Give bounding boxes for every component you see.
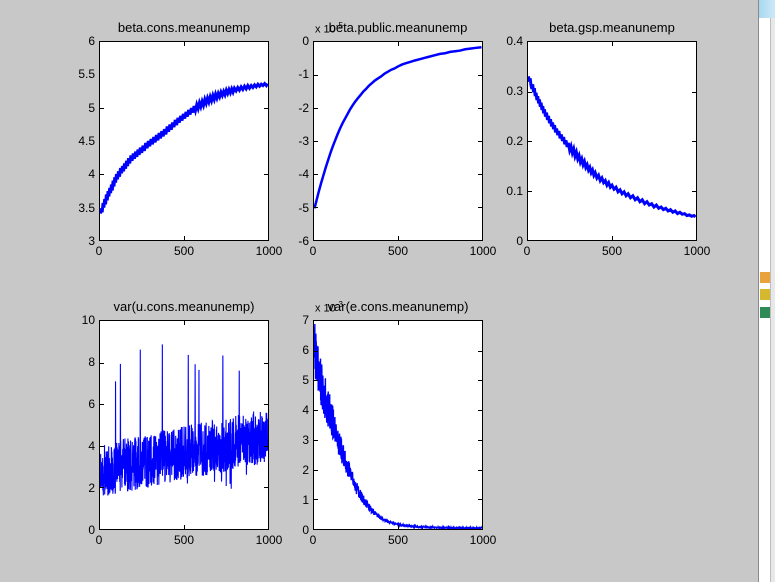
y-tick-label: 6 — [88, 397, 95, 411]
plot-beta-cons-meanunemp: beta.cons.meanunemp 6 5.5 5 4.5 4 3.5 3 … — [78, 20, 282, 258]
x-tick-label: 1000 — [255, 533, 283, 547]
plot-beta-gsp-meanunemp: beta.gsp.meanunemp 0.4 0.3 0.2 0.1 0 0 5… — [506, 20, 710, 258]
y-tick-label: 2 — [88, 481, 95, 495]
trace-line-noisy — [100, 321, 268, 529]
y-tick-label: 5 — [302, 372, 309, 387]
axes-box — [313, 41, 483, 241]
y-tick-label: 0 — [302, 34, 309, 48]
y-tick-label: 0 — [302, 523, 309, 537]
y-tick-label: 0.2 — [506, 134, 523, 148]
y-tick-label: 6 — [302, 343, 309, 357]
trace-line — [100, 42, 268, 240]
matlab-figure-canvas: beta.cons.meanunemp 6 5.5 5 4.5 4 3.5 3 … — [78, 20, 711, 547]
plot-beta-public-meanunemp: beta.public.meanunemp x 10-5 0 -1 -2 -3 … — [298, 20, 496, 258]
y-tick-label: 4 — [302, 403, 309, 417]
axes-box — [313, 320, 483, 530]
y-tick-label: 0 — [516, 234, 523, 248]
y-tick-label: 4 — [88, 167, 95, 182]
background-window-strip[interactable] — [758, 0, 775, 582]
axis-exponent-power: -3 — [335, 300, 343, 309]
y-tick-label: 6 — [88, 34, 95, 48]
plot-title: beta.gsp.meanunemp — [549, 20, 675, 35]
x-tick-label: 0 — [309, 533, 317, 547]
x-tick-label: 500 — [387, 533, 409, 547]
y-tick-label: 3 — [302, 432, 309, 447]
x-tick-label: 500 — [387, 244, 409, 258]
background-window-item[interactable] — [760, 289, 775, 300]
axes-box — [99, 41, 269, 241]
y-tick-label: -2 — [298, 100, 309, 115]
x-tick-label: 0 — [95, 533, 103, 547]
x-tick-label: 1000 — [683, 244, 711, 258]
trace-line — [314, 42, 482, 240]
y-tick-label: 0 — [88, 523, 95, 537]
plot-title: beta.cons.meanunemp — [117, 20, 251, 35]
x-tick-label: 0 — [523, 244, 531, 258]
y-tick-label: -6 — [298, 234, 309, 248]
background-window-item[interactable] — [760, 272, 775, 283]
y-tick-label: 10 — [81, 313, 95, 327]
y-tick-label: 7 — [302, 313, 309, 327]
y-tick-label: -4 — [298, 167, 309, 182]
y-tick-label: 8 — [88, 355, 95, 369]
trace-line-noisy — [314, 321, 482, 529]
y-tick-label: -5 — [298, 200, 309, 215]
axes-box — [99, 320, 269, 530]
x-tick-label: 0 — [309, 244, 317, 258]
y-tick-label: 0.1 — [506, 184, 523, 198]
y-tick-label: 3 — [88, 234, 95, 248]
y-tick-label: -3 — [298, 134, 309, 148]
axis-exponent-label: x 10-3 — [315, 300, 343, 315]
axes-box — [527, 41, 697, 241]
y-tick-label: 0.3 — [506, 84, 523, 98]
x-tick-label: 500 — [173, 533, 195, 547]
plot-var-u-cons-meanunemp: var(u.cons.meanunemp) 10 8 6 4 2 0 0 500… — [82, 299, 283, 547]
background-window-item[interactable] — [760, 307, 775, 318]
trace-line — [528, 42, 696, 240]
y-tick-label: 0.4 — [506, 34, 523, 48]
background-window-scrollbar[interactable] — [770, 18, 775, 582]
y-tick-label: 4.5 — [78, 134, 95, 148]
y-tick-label: 2 — [302, 463, 309, 477]
axis-exponent-mantissa: x 10 — [315, 302, 336, 315]
plot-title: var(e.cons.meanunemp) — [327, 299, 469, 314]
axis-exponent-label: x 10-5 — [315, 21, 343, 36]
y-tick-label: 1 — [302, 492, 309, 507]
x-tick-label: 0 — [95, 244, 103, 258]
plot-title: beta.public.meanunemp — [328, 20, 468, 35]
x-tick-label: 500 — [601, 244, 623, 258]
plot-title: var(u.cons.meanunemp) — [113, 299, 255, 314]
y-tick-label: 5 — [88, 100, 95, 115]
y-tick-label: 5.5 — [78, 67, 95, 82]
x-tick-label: 1000 — [255, 244, 283, 258]
axis-exponent-mantissa: x 10 — [315, 23, 336, 36]
background-window-titlebar[interactable] — [759, 0, 775, 18]
y-tick-label: -1 — [298, 67, 309, 82]
y-tick-label: 4 — [88, 439, 95, 453]
axis-exponent-power: -5 — [335, 21, 343, 30]
y-tick-label: 3.5 — [78, 200, 95, 215]
x-tick-label: 1000 — [469, 244, 497, 258]
x-tick-label: 500 — [173, 244, 195, 258]
x-tick-label: 1000 — [469, 533, 497, 547]
plot-var-e-cons-meanunemp: var(e.cons.meanunemp) x 10-3 7 6 5 4 — [302, 299, 496, 547]
